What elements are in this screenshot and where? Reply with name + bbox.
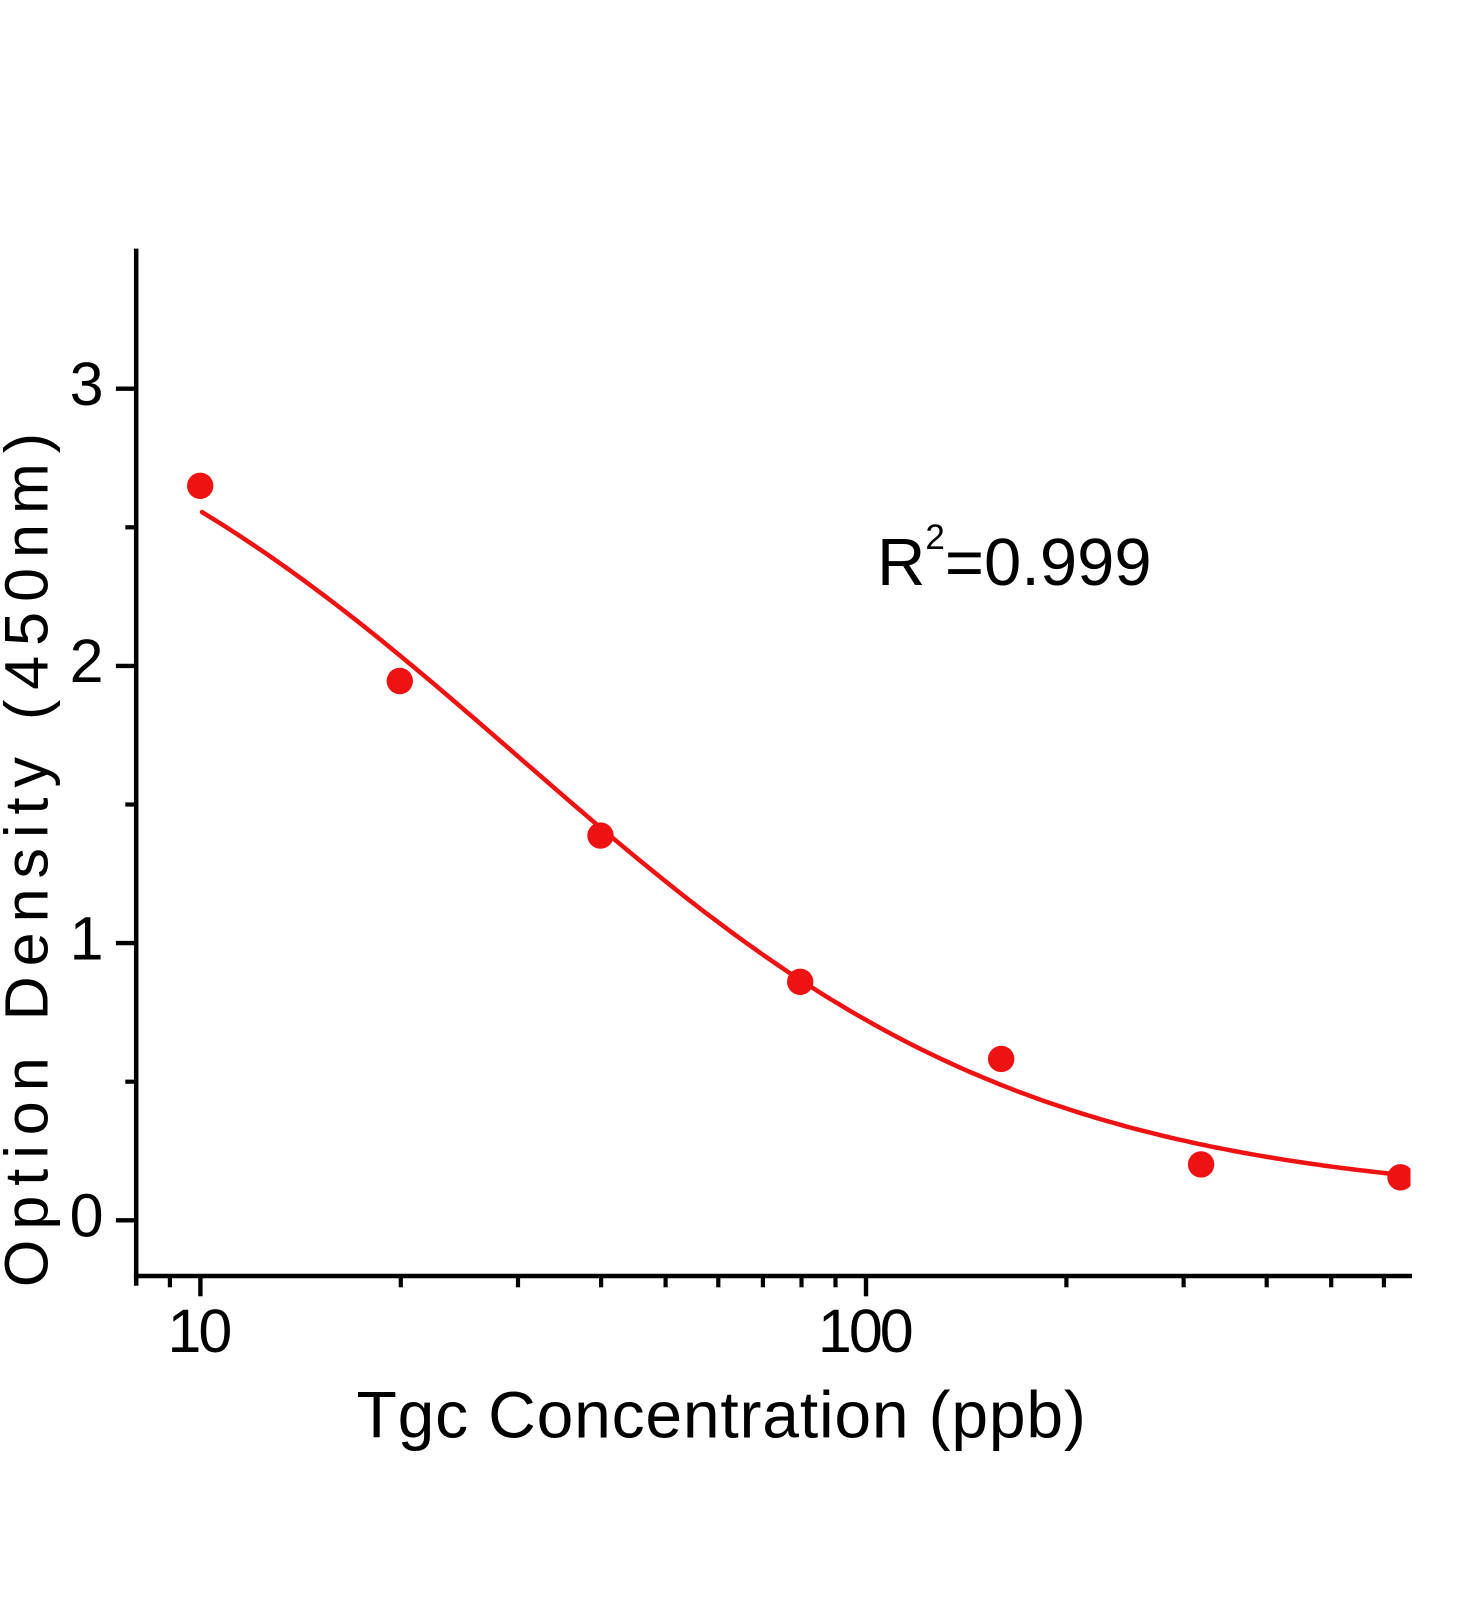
svg-text:2: 2 (70, 627, 104, 695)
svg-text:1: 1 (70, 904, 104, 972)
svg-text:0: 0 (70, 1182, 104, 1250)
svg-text:100: 100 (818, 1297, 912, 1365)
svg-text:Tgc Concentration (ppb): Tgc Concentration (ppb) (357, 1378, 1087, 1452)
svg-text:R2=0.999: R2=0.999 (877, 518, 1152, 600)
svg-text:Option Density (450nm): Option Density (450nm) (0, 423, 61, 1287)
svg-text:3: 3 (70, 350, 104, 418)
svg-text:10: 10 (167, 1297, 230, 1365)
